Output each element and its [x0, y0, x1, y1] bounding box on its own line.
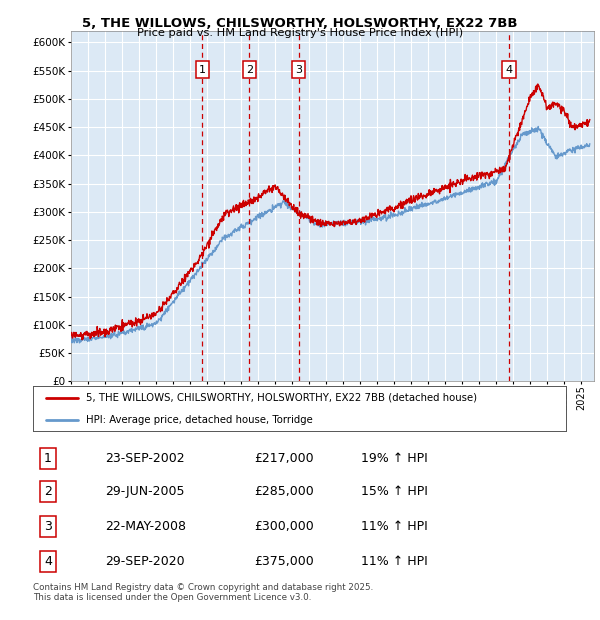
Text: £285,000: £285,000 — [254, 485, 314, 498]
Text: £217,000: £217,000 — [254, 453, 314, 466]
Text: 4: 4 — [505, 64, 512, 74]
Text: £375,000: £375,000 — [254, 554, 314, 567]
Text: 19% ↑ HPI: 19% ↑ HPI — [361, 453, 427, 466]
Text: 1: 1 — [199, 64, 206, 74]
Text: £300,000: £300,000 — [254, 520, 314, 533]
Text: 5, THE WILLOWS, CHILSWORTHY, HOLSWORTHY, EX22 7BB (detached house): 5, THE WILLOWS, CHILSWORTHY, HOLSWORTHY,… — [86, 393, 478, 403]
Text: 2: 2 — [246, 64, 253, 74]
Text: 1: 1 — [44, 453, 52, 466]
Text: 3: 3 — [44, 520, 52, 533]
Text: Contains HM Land Registry data © Crown copyright and database right 2025.
This d: Contains HM Land Registry data © Crown c… — [33, 583, 373, 602]
Text: 2: 2 — [44, 485, 52, 498]
Text: 23-SEP-2002: 23-SEP-2002 — [105, 453, 185, 466]
Text: 5, THE WILLOWS, CHILSWORTHY, HOLSWORTHY, EX22 7BB: 5, THE WILLOWS, CHILSWORTHY, HOLSWORTHY,… — [82, 17, 518, 30]
Text: 3: 3 — [295, 64, 302, 74]
Text: 4: 4 — [44, 554, 52, 567]
Text: 11% ↑ HPI: 11% ↑ HPI — [361, 520, 427, 533]
Text: 29-SEP-2020: 29-SEP-2020 — [105, 554, 185, 567]
Text: 29-JUN-2005: 29-JUN-2005 — [105, 485, 184, 498]
Text: 15% ↑ HPI: 15% ↑ HPI — [361, 485, 428, 498]
Text: Price paid vs. HM Land Registry's House Price Index (HPI): Price paid vs. HM Land Registry's House … — [137, 28, 463, 38]
Text: 22-MAY-2008: 22-MAY-2008 — [105, 520, 186, 533]
Text: 11% ↑ HPI: 11% ↑ HPI — [361, 554, 427, 567]
Text: HPI: Average price, detached house, Torridge: HPI: Average price, detached house, Torr… — [86, 415, 313, 425]
